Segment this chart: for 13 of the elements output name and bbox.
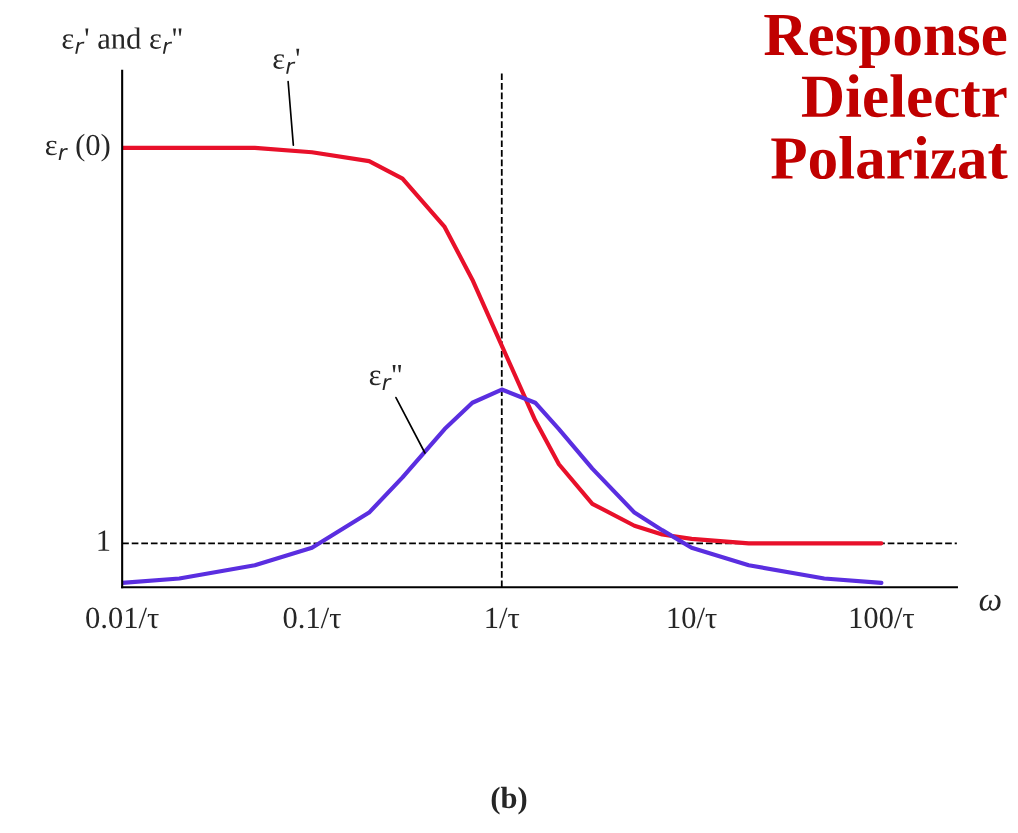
x-tick-label: 0.1/τ: [283, 607, 341, 629]
annotation: 1: [98, 530, 110, 551]
x-tick-label: 0.01/τ: [86, 607, 159, 629]
x-axis-title: ω: [979, 594, 1001, 611]
x-tick-label: 100/τ: [850, 607, 915, 629]
annotation: ε$_{r}$ (0): [45, 133, 110, 162]
x-tick-label: 10/τ: [668, 607, 717, 629]
x-tick-label: 1/τ: [486, 607, 520, 629]
annotation: ε$_{r}$': [273, 48, 300, 74]
annotation: ε$_{r}$'': [369, 364, 402, 391]
chart-title: Response Dielectr Polarizat: [764, 14, 1008, 180]
text: (b): [491, 786, 527, 815]
y-axis-title: ε$_{r}$' and ε$_{r}$'': [62, 27, 182, 54]
